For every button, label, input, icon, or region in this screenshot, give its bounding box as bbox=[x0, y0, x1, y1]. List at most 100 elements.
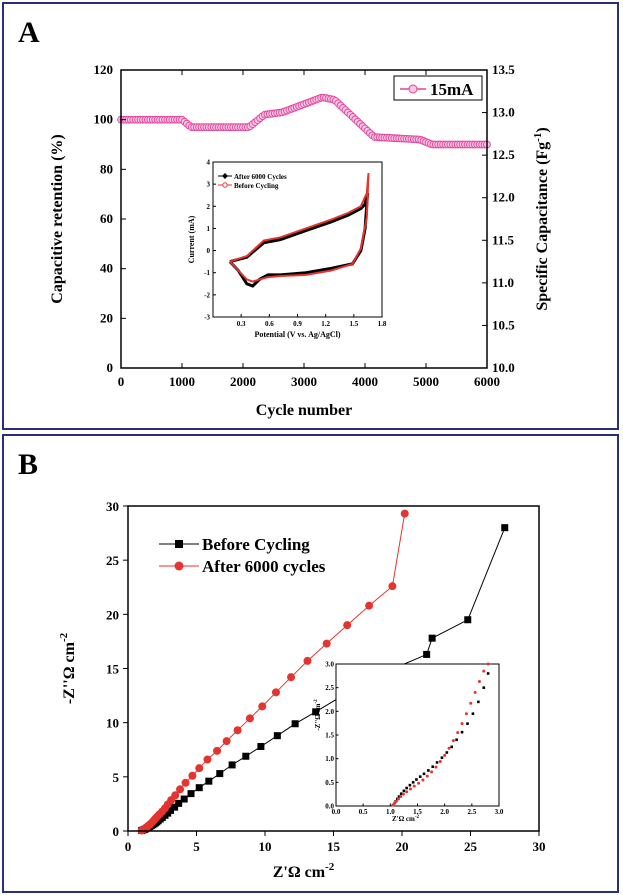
series-after-6000-cycles bbox=[137, 509, 409, 835]
cv-curve-before bbox=[229, 173, 370, 283]
data-point bbox=[405, 790, 409, 794]
b-x-tick-label: 30 bbox=[533, 839, 546, 854]
a-y-axis-tick-label: 0 bbox=[107, 360, 114, 375]
a-y-axis-tick-label: 100 bbox=[94, 112, 114, 127]
data-point bbox=[434, 765, 438, 769]
inset-a-x-tick-label: 1.5 bbox=[349, 320, 358, 328]
legend-marker bbox=[408, 84, 418, 94]
data-point bbox=[435, 761, 439, 764]
b-x-axis-title-sup: -2 bbox=[325, 861, 335, 873]
panel-a-label: A bbox=[18, 16, 40, 49]
b-x-axis-title: Z'Ω cm-2 bbox=[273, 861, 335, 881]
b-y-tick-label: 10 bbox=[106, 716, 119, 731]
b-y-axis-title-text: -Z''Ω cm bbox=[61, 641, 78, 704]
inset-a-y-tick-label: -2 bbox=[204, 291, 210, 299]
series-15mA bbox=[117, 93, 491, 149]
data-point bbox=[427, 769, 430, 772]
data-point bbox=[501, 524, 509, 532]
inset-b-y-tick-label: 1.0 bbox=[325, 755, 334, 763]
panel-b-label: B bbox=[18, 448, 38, 481]
b-y-tick-label: 15 bbox=[106, 662, 120, 677]
a-y-axis-tick-label: 80 bbox=[100, 161, 113, 176]
legend-b: Before Cycling After 6000 cycles bbox=[159, 535, 326, 576]
inset-b-x-tick-label: 0.0 bbox=[332, 808, 341, 816]
data-point bbox=[322, 639, 331, 648]
a-y2-axis-tick-label: 10.5 bbox=[492, 317, 515, 332]
b-y-tick-label: 5 bbox=[113, 770, 120, 785]
inset-b-y-tick-label: 2.5 bbox=[325, 684, 334, 692]
a-y2-axis-tick-label: 13.5 bbox=[492, 62, 515, 77]
a-y2-axis-tick-label: 12.5 bbox=[492, 147, 515, 162]
a-y2-axis-tick-label: 13.0 bbox=[492, 105, 515, 120]
data-point bbox=[195, 764, 204, 773]
data-point bbox=[486, 672, 490, 675]
a-axis-x-tick-label: 6000 bbox=[474, 374, 500, 389]
inset-legend-marker-after bbox=[222, 173, 228, 179]
data-point bbox=[303, 656, 312, 665]
a-y-axis-tick-label: 20 bbox=[100, 310, 113, 325]
data-point bbox=[216, 770, 224, 778]
legend-label: 15mA bbox=[430, 80, 474, 99]
inset-b-x-tick-label: 3.0 bbox=[495, 808, 504, 816]
panel-b: B 0 5 10 15 20 25 30 0 5 10 15 20 25 30 Z'Ω cm-2 -Z''Ω … bbox=[2, 434, 619, 893]
a-y2-axis-title-end: ) bbox=[534, 127, 551, 132]
inset-a-y-title: Current (mA) bbox=[187, 215, 196, 263]
legend-15mA: 15mA bbox=[393, 75, 483, 101]
inset-a-x-tick-label: 0.3 bbox=[237, 320, 246, 328]
data-point bbox=[456, 731, 460, 735]
a-y2-axis-title: Specific Capacitance (Fg-1) bbox=[532, 127, 551, 310]
inset-b-y-tick-label: 2.0 bbox=[325, 708, 334, 716]
a-y2-axis-title-sup: -1 bbox=[532, 133, 544, 142]
b-y-tick-label: 25 bbox=[106, 553, 120, 568]
inset-b-y-tick-label: 3.0 bbox=[325, 661, 334, 669]
data-point bbox=[460, 722, 464, 726]
inset-b-x-title-text: Z'Ω cm bbox=[392, 815, 415, 823]
b-x-tick-label: 5 bbox=[193, 839, 200, 854]
b-y-tick-label: 0 bbox=[113, 824, 120, 839]
inset-a-x-tick-label: 1.8 bbox=[378, 320, 387, 328]
legend-label-after: After 6000 cycles bbox=[202, 557, 326, 576]
a-x-axis-title: Cycle number bbox=[256, 402, 352, 419]
inset-a-frame bbox=[212, 161, 383, 318]
data-point bbox=[399, 795, 403, 799]
b-y-axis-title-sup: -2 bbox=[58, 632, 70, 642]
data-point bbox=[233, 726, 242, 735]
data-point bbox=[412, 784, 416, 788]
data-point bbox=[245, 714, 254, 723]
legend-marker-after bbox=[174, 561, 184, 571]
a-y-axis-tick-label: 40 bbox=[100, 261, 113, 276]
panel-a: A 0 1000 2000 3000 4000 5000 6000 0 20 40 60 80 100 1… bbox=[2, 2, 619, 430]
data-point bbox=[422, 772, 426, 776]
data-point bbox=[188, 771, 197, 780]
data-point bbox=[291, 720, 299, 728]
inset-b-y-tick-label: 0.5 bbox=[325, 779, 334, 787]
data-point bbox=[176, 785, 185, 794]
a-y2-axis-tick-label: 12.0 bbox=[492, 190, 515, 205]
data-point bbox=[464, 712, 468, 716]
data-point bbox=[171, 791, 180, 800]
data-point bbox=[408, 787, 412, 791]
data-point bbox=[213, 746, 222, 755]
data-point bbox=[447, 746, 451, 750]
inset-legend-label-after: After 6000 Cycles bbox=[234, 173, 287, 181]
b-x-tick-label: 20 bbox=[396, 839, 409, 854]
inset-a-x-tick-label: 0.9 bbox=[293, 320, 302, 328]
data-point bbox=[287, 673, 296, 682]
inset-b-x-title-sup: -2 bbox=[415, 815, 420, 820]
data-point bbox=[430, 770, 434, 774]
data-point bbox=[400, 509, 409, 518]
a-y2-axis-tick-label: 11.5 bbox=[492, 232, 515, 247]
data-point bbox=[443, 753, 447, 757]
inset-a-y-tick-label: 2 bbox=[207, 203, 211, 211]
data-point bbox=[271, 688, 280, 697]
b-x-tick-label: 15 bbox=[327, 839, 341, 854]
data-point bbox=[273, 732, 281, 740]
inset-b-series-after bbox=[391, 662, 490, 807]
data-point bbox=[460, 730, 464, 734]
inset-b-y-title-sup: -2 bbox=[314, 699, 319, 704]
data-point bbox=[195, 784, 203, 792]
inset-legend-label-before: Before Cycling bbox=[234, 182, 279, 190]
data-point bbox=[440, 756, 444, 760]
data-point bbox=[451, 739, 455, 743]
